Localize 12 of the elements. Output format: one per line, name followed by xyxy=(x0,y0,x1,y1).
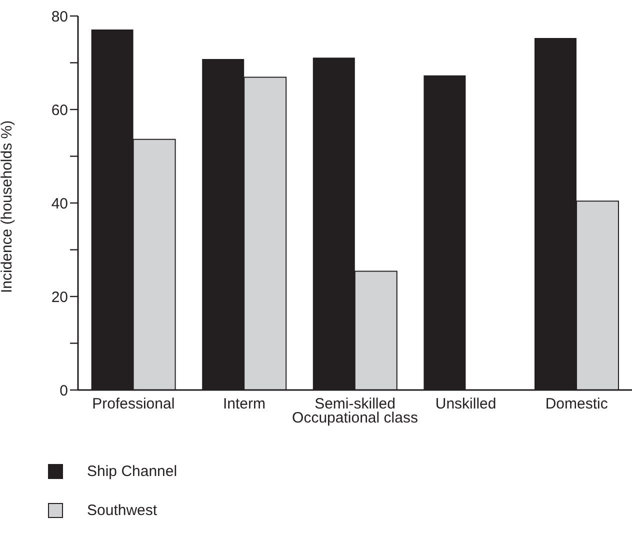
y-tick-label: 0 xyxy=(60,382,68,400)
x-tick-label: Domestic xyxy=(545,396,608,413)
legend-label: Ship Channel xyxy=(87,463,178,480)
y-axis-title: Incidence (households %) xyxy=(0,120,16,293)
y-tick-label: 40 xyxy=(51,195,68,212)
y-tick-label: 60 xyxy=(51,102,68,119)
x-tick-label: Professional xyxy=(92,396,175,413)
x-tick-label: Unskilled xyxy=(435,396,496,413)
y-tick-label: 80 xyxy=(51,8,68,26)
x-tick-label: Interm xyxy=(222,396,266,413)
legend-label: Southwest xyxy=(87,502,158,519)
y-tick-label: 20 xyxy=(51,288,68,306)
